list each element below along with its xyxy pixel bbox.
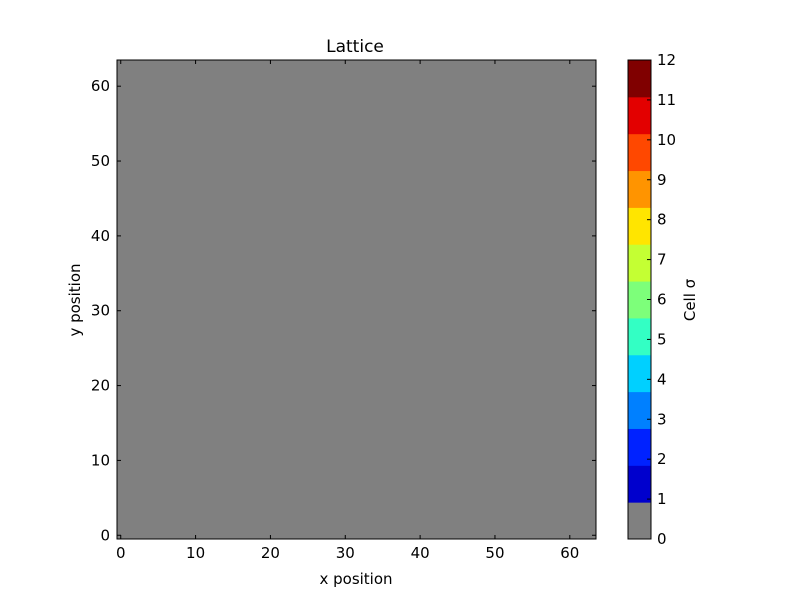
colorbar-bin-0 [628, 502, 651, 540]
colorbar-tick-label: 6 [657, 291, 667, 309]
colorbar-bin-10 [628, 133, 651, 172]
plot-frame [116, 59, 597, 540]
y-tick-label: 60 [91, 77, 110, 95]
y-axis-label: y position [66, 263, 84, 336]
colorbar-bin-5 [628, 317, 651, 356]
x-axis: 0 10 20 30 40 50 60 [116, 60, 579, 562]
colorbar-bin-2 [628, 428, 651, 466]
y-axis: 0 10 20 30 40 50 60 [91, 77, 596, 544]
colorbar-bin-6 [628, 281, 651, 319]
x-axis-label: x position [319, 570, 392, 588]
colorbar-bin-12 [628, 60, 651, 98]
y-tick-label: 20 [91, 377, 110, 395]
colorbar-label: Cell σ [681, 278, 699, 321]
colorbar-tick-label: 2 [657, 450, 667, 468]
colorbar-bin-11 [628, 96, 651, 135]
x-tick-label: 60 [560, 544, 579, 562]
y-tick-label: 0 [100, 526, 110, 544]
x-tick-label: 0 [116, 544, 126, 562]
colorbar-tick-label: 4 [657, 370, 667, 388]
colorbar-bin-9 [628, 170, 651, 208]
colorbar-bin-1 [628, 465, 651, 503]
colorbar-tick-label: 11 [657, 91, 676, 109]
colorbar-tick-label: 9 [657, 171, 667, 189]
y-tick-label: 40 [91, 227, 110, 245]
colorbar-bin-7 [628, 244, 651, 282]
x-tick-label: 50 [485, 544, 504, 562]
x-tick-label: 20 [261, 544, 280, 562]
colorbar-tick-label: 7 [657, 251, 667, 269]
colorbar-tick-label: 0 [657, 530, 667, 548]
x-tick-label: 40 [411, 544, 430, 562]
colorbar-tick-label: 10 [657, 131, 676, 149]
colorbar-bin-3 [628, 391, 651, 429]
x-tick-label: 30 [336, 544, 355, 562]
y-tick-label: 10 [91, 451, 110, 469]
colorbar-tick-label: 8 [657, 211, 667, 229]
y-tick-label: 50 [91, 152, 110, 170]
colorbar-bin-4 [628, 354, 651, 393]
colorbar-bin-8 [628, 207, 651, 245]
y-tick-label: 30 [91, 302, 110, 320]
chart-title: Lattice [326, 37, 384, 57]
colorbar-tick-label: 5 [657, 330, 667, 348]
colorbar-tick-label: 12 [657, 51, 676, 69]
colorbar-bins [628, 60, 651, 540]
plot-area [116, 59, 597, 540]
x-tick-label: 10 [186, 544, 205, 562]
lattice-background [117, 60, 596, 539]
colorbar-tick-label: 3 [657, 410, 667, 428]
colorbar-tick-label: 1 [657, 490, 667, 508]
